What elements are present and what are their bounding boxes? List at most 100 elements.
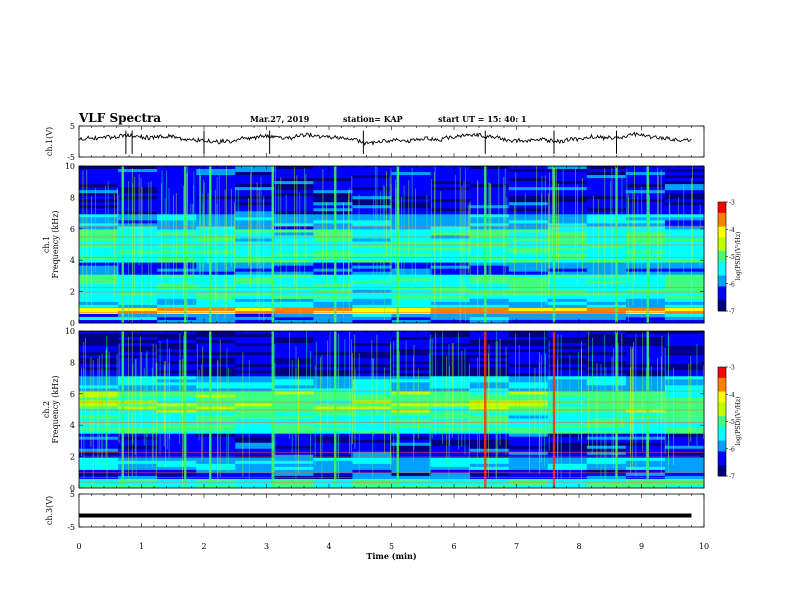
spectrogram-cell xyxy=(157,334,197,338)
spectrogram-cell xyxy=(430,424,471,429)
spectrogram-cell xyxy=(547,220,588,224)
spectrogram-cell xyxy=(118,193,158,197)
spectrogram-cell xyxy=(235,334,275,338)
sferic-line xyxy=(541,175,543,280)
spectrogram-cell xyxy=(235,178,275,182)
spectrogram-cell xyxy=(157,421,197,425)
spectrogram-cell xyxy=(79,451,119,456)
spectrogram-cell xyxy=(586,337,627,341)
spectrogram-cell xyxy=(625,298,666,303)
spectrogram-cell xyxy=(352,268,393,273)
sferic-line xyxy=(649,195,650,275)
spectrogram-cell xyxy=(118,409,158,413)
spectrogram-cell xyxy=(313,472,354,477)
spectrogram-cell xyxy=(547,358,588,362)
spectrogram-cell xyxy=(196,469,236,474)
spectrogram-cell xyxy=(664,202,705,206)
spectrogram-cell xyxy=(508,361,549,365)
spectrogram-cell xyxy=(664,364,705,368)
spectrogram-cell xyxy=(625,337,666,341)
spectrogram-cell xyxy=(664,199,705,203)
spectrogram-cell xyxy=(391,217,432,221)
spectrogram-cell xyxy=(625,313,666,318)
spectrogram-cell xyxy=(391,478,432,483)
sferic-line xyxy=(351,339,352,458)
spectrogram-cell xyxy=(430,418,471,422)
colorbar-label: log(PSD)(V²/Hz) xyxy=(735,397,742,446)
spectrogram-cell xyxy=(547,172,588,176)
spectrogram-cell xyxy=(196,421,236,425)
spectrogram-cell xyxy=(157,166,197,170)
sferic-line xyxy=(190,203,192,298)
spectrogram-cell xyxy=(430,256,471,260)
spectrogram-cell xyxy=(196,304,236,309)
spectrogram-cell xyxy=(469,343,510,347)
spectrogram-cell xyxy=(430,202,471,206)
spectrogram-cell xyxy=(391,361,432,365)
spectrogram-cell xyxy=(664,469,705,474)
spectrogram-cell xyxy=(391,244,432,248)
header-title: VLF Spectra xyxy=(79,111,162,125)
spectrogram-cell xyxy=(547,367,588,371)
spectrogram-cell xyxy=(391,430,432,435)
panel-frame xyxy=(78,493,705,528)
spectrogram-cell xyxy=(469,184,510,188)
spectrogram-cell xyxy=(430,292,471,297)
spectrogram-cell xyxy=(664,451,705,456)
sferic-line xyxy=(430,334,432,461)
spectrogram-cell xyxy=(352,436,393,441)
colorbar-swatch xyxy=(718,418,726,422)
spectrogram-cell xyxy=(430,373,471,377)
spectrogram-cell xyxy=(235,412,275,416)
colorbar-swatch xyxy=(718,416,726,420)
spectrogram-cell xyxy=(391,220,432,224)
spectrogram-cell xyxy=(508,184,549,188)
spectrogram-cell xyxy=(118,277,158,282)
x-tick-label: 0 xyxy=(76,542,81,551)
sferic-line xyxy=(540,355,542,463)
spectrogram-cell xyxy=(118,181,158,185)
sferic-line xyxy=(372,195,374,308)
sferic-line xyxy=(661,335,663,424)
spectrogram-cell xyxy=(469,196,510,200)
spectrogram-cell xyxy=(391,307,432,312)
y-tick-label: 8 xyxy=(70,193,75,202)
spectrogram-cell xyxy=(391,250,432,254)
spectrogram-cell xyxy=(625,454,666,459)
spectrogram-cell xyxy=(196,451,236,456)
spectrogram-cell xyxy=(547,211,588,215)
spectrogram-cell xyxy=(664,307,705,312)
spectrogram-cell xyxy=(547,379,588,383)
spectrogram-cell xyxy=(196,385,236,389)
y-tick-label: 4 xyxy=(70,256,75,265)
colorbar-swatch xyxy=(718,429,726,433)
spectrogram-cell xyxy=(118,424,158,429)
spectrogram-cell xyxy=(547,343,588,347)
narrowband-line xyxy=(79,401,704,403)
spectrogram-cell xyxy=(313,340,354,344)
sferic-line xyxy=(338,333,339,479)
spectrogram-cell xyxy=(118,337,158,341)
spectrogram-cell xyxy=(391,412,432,416)
spectrogram-cell xyxy=(586,256,627,260)
y-tick-label: -5 xyxy=(67,153,75,162)
spectrogram-cell xyxy=(664,226,705,230)
spectrogram-cell xyxy=(352,472,393,477)
spectrogram-cell xyxy=(196,253,236,257)
spectrogram-cell xyxy=(196,166,236,170)
spectrogram-cell xyxy=(313,211,354,215)
spectrogram-cell xyxy=(625,439,666,444)
sferic-line xyxy=(226,166,227,309)
spectrogram-cell xyxy=(157,223,197,227)
spectrogram-cell xyxy=(274,448,314,453)
colorbar-swatch xyxy=(718,305,726,309)
ch1-waveform-line xyxy=(78,131,692,147)
spectrogram-cell xyxy=(664,412,705,416)
spectrogram-cell xyxy=(274,424,314,429)
spectrogram-cell xyxy=(664,397,705,401)
spectrogram-cell xyxy=(118,382,158,386)
spectrogram-cell xyxy=(625,367,666,371)
spectrogram-cell xyxy=(196,412,236,416)
spectrogram-cell xyxy=(313,334,354,338)
spectrogram-cell xyxy=(118,238,158,242)
